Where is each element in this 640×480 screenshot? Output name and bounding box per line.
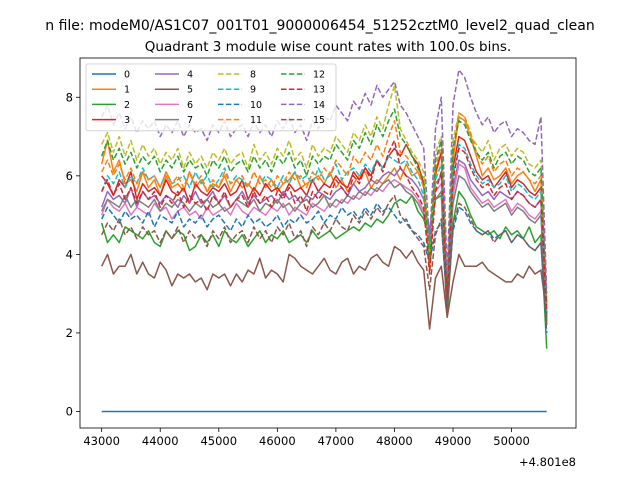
series-layer	[100, 69, 548, 413]
y-tick-label: 8	[66, 90, 73, 104]
series-line-2	[100, 190, 548, 349]
legend-label-8: 8	[250, 70, 256, 81]
legend-label-0: 0	[124, 70, 130, 81]
series-line-3	[101, 135, 548, 318]
y-axis: 0 2 4 6 8	[66, 90, 80, 419]
legend-label-5: 5	[187, 85, 193, 96]
plot-area-frame	[79, 57, 577, 429]
series-line-10	[101, 202, 548, 333]
legend-label-9: 9	[250, 85, 256, 96]
legend-label-4: 4	[187, 70, 193, 81]
x-tick-label: 50000	[493, 434, 530, 448]
legend-label-6: 6	[187, 100, 193, 111]
x-tick-label: 43000	[83, 434, 120, 448]
figure-suptitle: n file: modeM0/AS1C07_001T01_9000006454_…	[45, 18, 594, 34]
legend-label-1: 1	[124, 85, 130, 96]
y-tick-label: 2	[66, 326, 73, 340]
x-tick-label: 44000	[142, 434, 179, 448]
legend-label-11: 11	[250, 115, 262, 126]
series-line-12	[100, 108, 548, 306]
legend-label-3: 3	[124, 115, 130, 126]
legend-label-2: 2	[124, 100, 130, 111]
x-tick-label: 46000	[259, 434, 296, 448]
y-tick-label: 0	[66, 405, 73, 419]
series-line-8	[101, 84, 548, 302]
legend-label-13: 13	[313, 85, 325, 96]
x-tick-label: 47000	[318, 434, 355, 448]
legend-label-15: 15	[313, 115, 325, 126]
legend-label-10: 10	[250, 100, 262, 111]
x-tick-label: 49000	[435, 434, 472, 448]
x-axis: 43000 44000 45000 46000 47000 48000 49000 50000	[83, 428, 530, 448]
legend-frame	[85, 63, 337, 132]
legend-label-7: 7	[187, 115, 193, 126]
series-line-15	[101, 194, 548, 326]
y-tick-label: 6	[66, 169, 73, 183]
x-offset-label: +4.801e8	[519, 455, 576, 469]
series-line-9	[100, 143, 548, 314]
series-line-11	[101, 112, 548, 306]
series-line-7	[101, 175, 548, 322]
chart-title: Quadrant 3 module wise count rates with …	[145, 39, 511, 55]
x-tick-label: 45000	[200, 434, 237, 448]
x-tick-label: 48000	[376, 434, 413, 448]
series-line-5	[101, 245, 548, 330]
series-line-13	[101, 139, 548, 314]
y-tick-label: 4	[66, 247, 73, 261]
legend-label-12: 12	[313, 70, 325, 81]
legend-label-14: 14	[313, 100, 325, 111]
